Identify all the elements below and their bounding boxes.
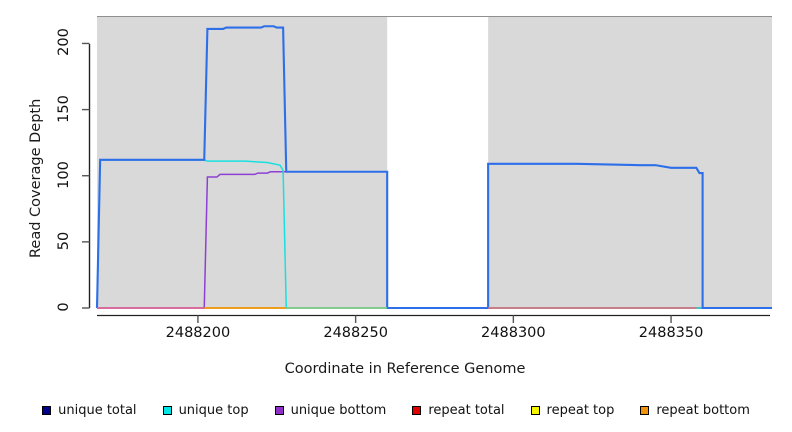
legend-item-repeat-bottom[interactable]: repeat bottom	[640, 403, 750, 418]
x-axis-title: Coordinate in Reference Genome	[284, 361, 526, 377]
y-tick-label: 150	[56, 94, 72, 123]
y-tick-label: 200	[56, 28, 72, 57]
legend-label: unique bottom	[290, 402, 387, 418]
legend-label: repeat total	[428, 402, 505, 418]
legend-swatch-icon	[274, 405, 284, 415]
x-tick-label: 2488250	[323, 325, 388, 341]
legend-item-repeat-top[interactable]: repeat top	[530, 402, 615, 418]
data-gap-region	[387, 17, 489, 308]
legend-label: repeat top	[546, 402, 615, 418]
legend-label: unique total	[58, 402, 137, 418]
y-tick-label: 0	[56, 302, 72, 312]
legend-item-unique-total[interactable]: unique total	[42, 402, 137, 418]
legend-label: repeat bottom	[656, 402, 750, 418]
y-tick-label: 100	[56, 160, 72, 189]
legend-item-unique-top[interactable]: unique top	[162, 402, 249, 418]
legend-label: unique top	[178, 402, 249, 418]
legend-swatch-icon	[530, 405, 540, 415]
legend-item-unique-bottom[interactable]: unique bottom	[274, 402, 387, 418]
legend-swatch-icon	[640, 405, 650, 415]
legend-item-repeat-total[interactable]: repeat total	[412, 402, 505, 418]
y-axis-title: Read Coverage Depth	[28, 98, 44, 258]
x-tick-label: 2488300	[481, 325, 546, 341]
x-tick-label: 2488350	[638, 325, 704, 341]
series-line-unique-total	[97, 26, 772, 308]
legend-swatch-icon	[42, 405, 52, 415]
x-tick-label: 2488200	[165, 325, 231, 341]
series-unique-total	[97, 26, 772, 308]
legend-swatch-icon	[412, 405, 422, 415]
legend-swatch-icon	[162, 405, 172, 415]
chart-legend: unique total unique top unique bottom repea…	[0, 399, 792, 421]
y-tick-label: 50	[56, 231, 72, 251]
